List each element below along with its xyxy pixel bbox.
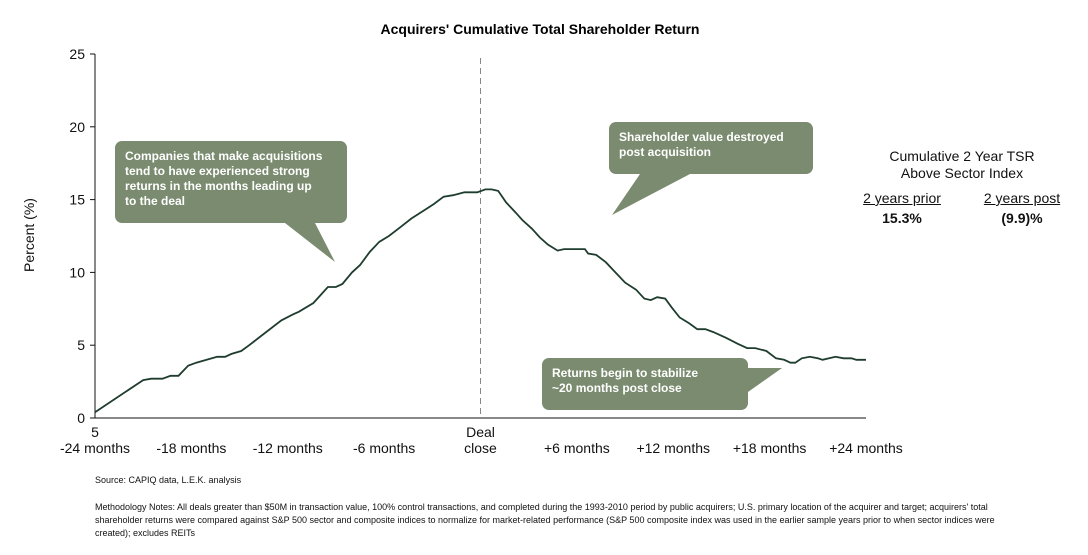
stats-col1-value: 15.3% bbox=[882, 210, 922, 226]
callout-pointer bbox=[748, 368, 782, 392]
x-tick-label: -18 months bbox=[156, 440, 226, 456]
callout-pointer bbox=[612, 174, 690, 215]
stats-column-headers: 2 years prior 2 years post bbox=[852, 190, 1072, 206]
stats-title-line2: Above Sector Index bbox=[900, 165, 1024, 181]
y-tick-label: 0 bbox=[77, 410, 85, 426]
callout-stabilize: Returns begin to stabilize ~20 months pos… bbox=[542, 358, 782, 410]
source-note: Source: CAPIQ data, L.E.K. analysis bbox=[95, 475, 242, 485]
x-tick-label: Deal close bbox=[464, 424, 497, 456]
tsr-summary-panel: Cumulative 2 Year TSR Above Sector Index… bbox=[852, 148, 1072, 226]
x-tick-label: +12 months bbox=[636, 440, 710, 456]
callout-post-deal: Shareholder value destroyed post acquisit… bbox=[609, 122, 813, 215]
stats-values: 15.3% (9.9)% bbox=[852, 210, 1072, 226]
stats-title-line1: Cumulative 2 Year TSR bbox=[889, 148, 1035, 164]
y-tick-label: 25 bbox=[69, 46, 85, 62]
stats-col1-header: 2 years prior bbox=[863, 190, 941, 206]
x-tick-label: +24 months bbox=[829, 440, 903, 456]
callouts: Companies that make acquisitions tend to … bbox=[115, 122, 813, 410]
x-tick-label: 5 -24 months bbox=[60, 424, 130, 456]
methodology-note: Methodology Notes: All deals greater tha… bbox=[95, 502, 995, 538]
callout-pointer bbox=[285, 223, 335, 262]
y-tick-label: 5 bbox=[77, 337, 85, 353]
y-axis-label: Percent (%) bbox=[21, 198, 37, 272]
tsr-line-chart: Acquirers' Cumulative Total Shareholder … bbox=[21, 21, 903, 456]
y-tick-label: 15 bbox=[69, 192, 85, 208]
cumulative-tsr-line bbox=[94, 188, 866, 413]
callout-box bbox=[542, 358, 748, 410]
y-tick-labels: 0 5 10 15 20 25 bbox=[69, 46, 95, 426]
x-tick-label: -6 months bbox=[353, 440, 415, 456]
axes bbox=[94, 54, 866, 419]
x-tick-label: -12 months bbox=[253, 440, 323, 456]
callout-text: Companies that make acquisitions tend to … bbox=[125, 149, 323, 208]
callout-box bbox=[609, 122, 813, 174]
x-tick-label: +18 months bbox=[733, 440, 807, 456]
callout-text: Shareholder value destroyed post acquisit… bbox=[619, 130, 784, 159]
stats-col2-value: (9.9)% bbox=[1001, 210, 1043, 226]
callout-box bbox=[115, 141, 347, 223]
x-tick-labels: 5 -24 months -18 months -12 months -6 months… bbox=[60, 424, 903, 456]
callout-pre-deal: Companies that make acquisitions tend to … bbox=[115, 141, 347, 262]
stats-col2-header: 2 years post bbox=[983, 190, 1061, 206]
x-tick-label: +6 months bbox=[544, 440, 610, 456]
y-tick-label: 10 bbox=[69, 264, 85, 280]
chart-title: Acquirers' Cumulative Total Shareholder … bbox=[381, 21, 700, 37]
callout-text: Returns begin to stabilize ~20 months pos… bbox=[552, 366, 698, 395]
y-tick-label: 20 bbox=[69, 119, 85, 135]
